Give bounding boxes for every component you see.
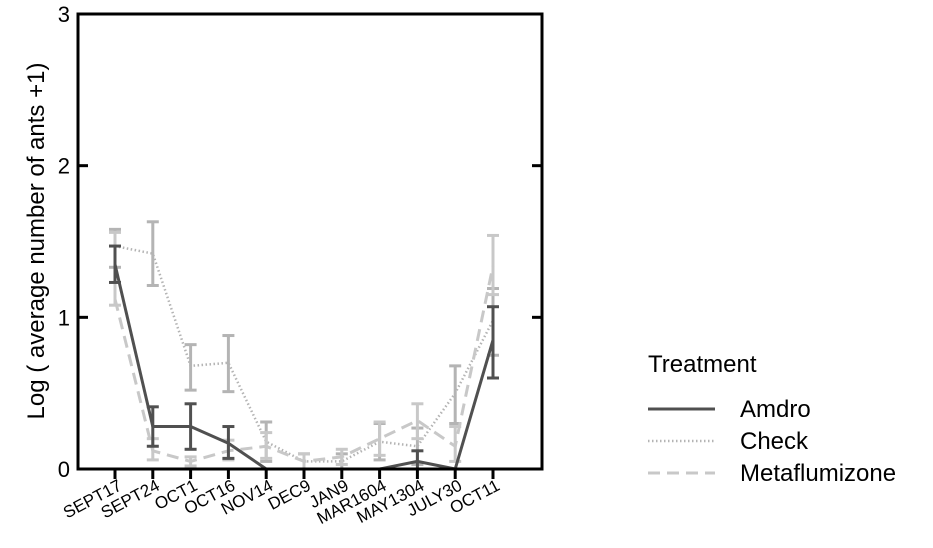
series-line-metaflumizone [113, 265, 495, 463]
error-bar [373, 420, 386, 457]
error-bar [411, 402, 424, 441]
y-tick-label: 1 [58, 305, 70, 330]
y-axis: 0 1 2 3 [58, 2, 542, 482]
legend-label-check: Check [740, 428, 809, 455]
y-tick-label: 3 [58, 2, 70, 27]
error-bar [146, 220, 159, 287]
error-bar [222, 334, 235, 394]
y-tick-label: 0 [58, 457, 70, 482]
error-bar [184, 343, 197, 392]
series-line-amdro [113, 263, 495, 471]
legend-title: Treatment [648, 351, 757, 378]
legend-label-metaflumizone: Metaflumizone [740, 460, 896, 487]
series-layer [109, 220, 499, 471]
x-axis: SEPT17SEPT24OCT1OCT16NOV14DEC9JAN9MAR160… [60, 469, 503, 528]
legend-label-amdro: Amdro [740, 396, 811, 423]
y-axis-title: Log ( average number of ants +1) [23, 63, 50, 420]
error-bar [487, 233, 499, 297]
plot-frame [76, 12, 544, 471]
legend: Treatment Amdro Check Metaflumizone [648, 351, 896, 487]
error-bar [449, 364, 462, 425]
y-tick-label: 2 [58, 154, 70, 179]
series-metaflumizone [109, 230, 499, 471]
series-check [109, 220, 499, 471]
series-line-check [114, 244, 495, 463]
